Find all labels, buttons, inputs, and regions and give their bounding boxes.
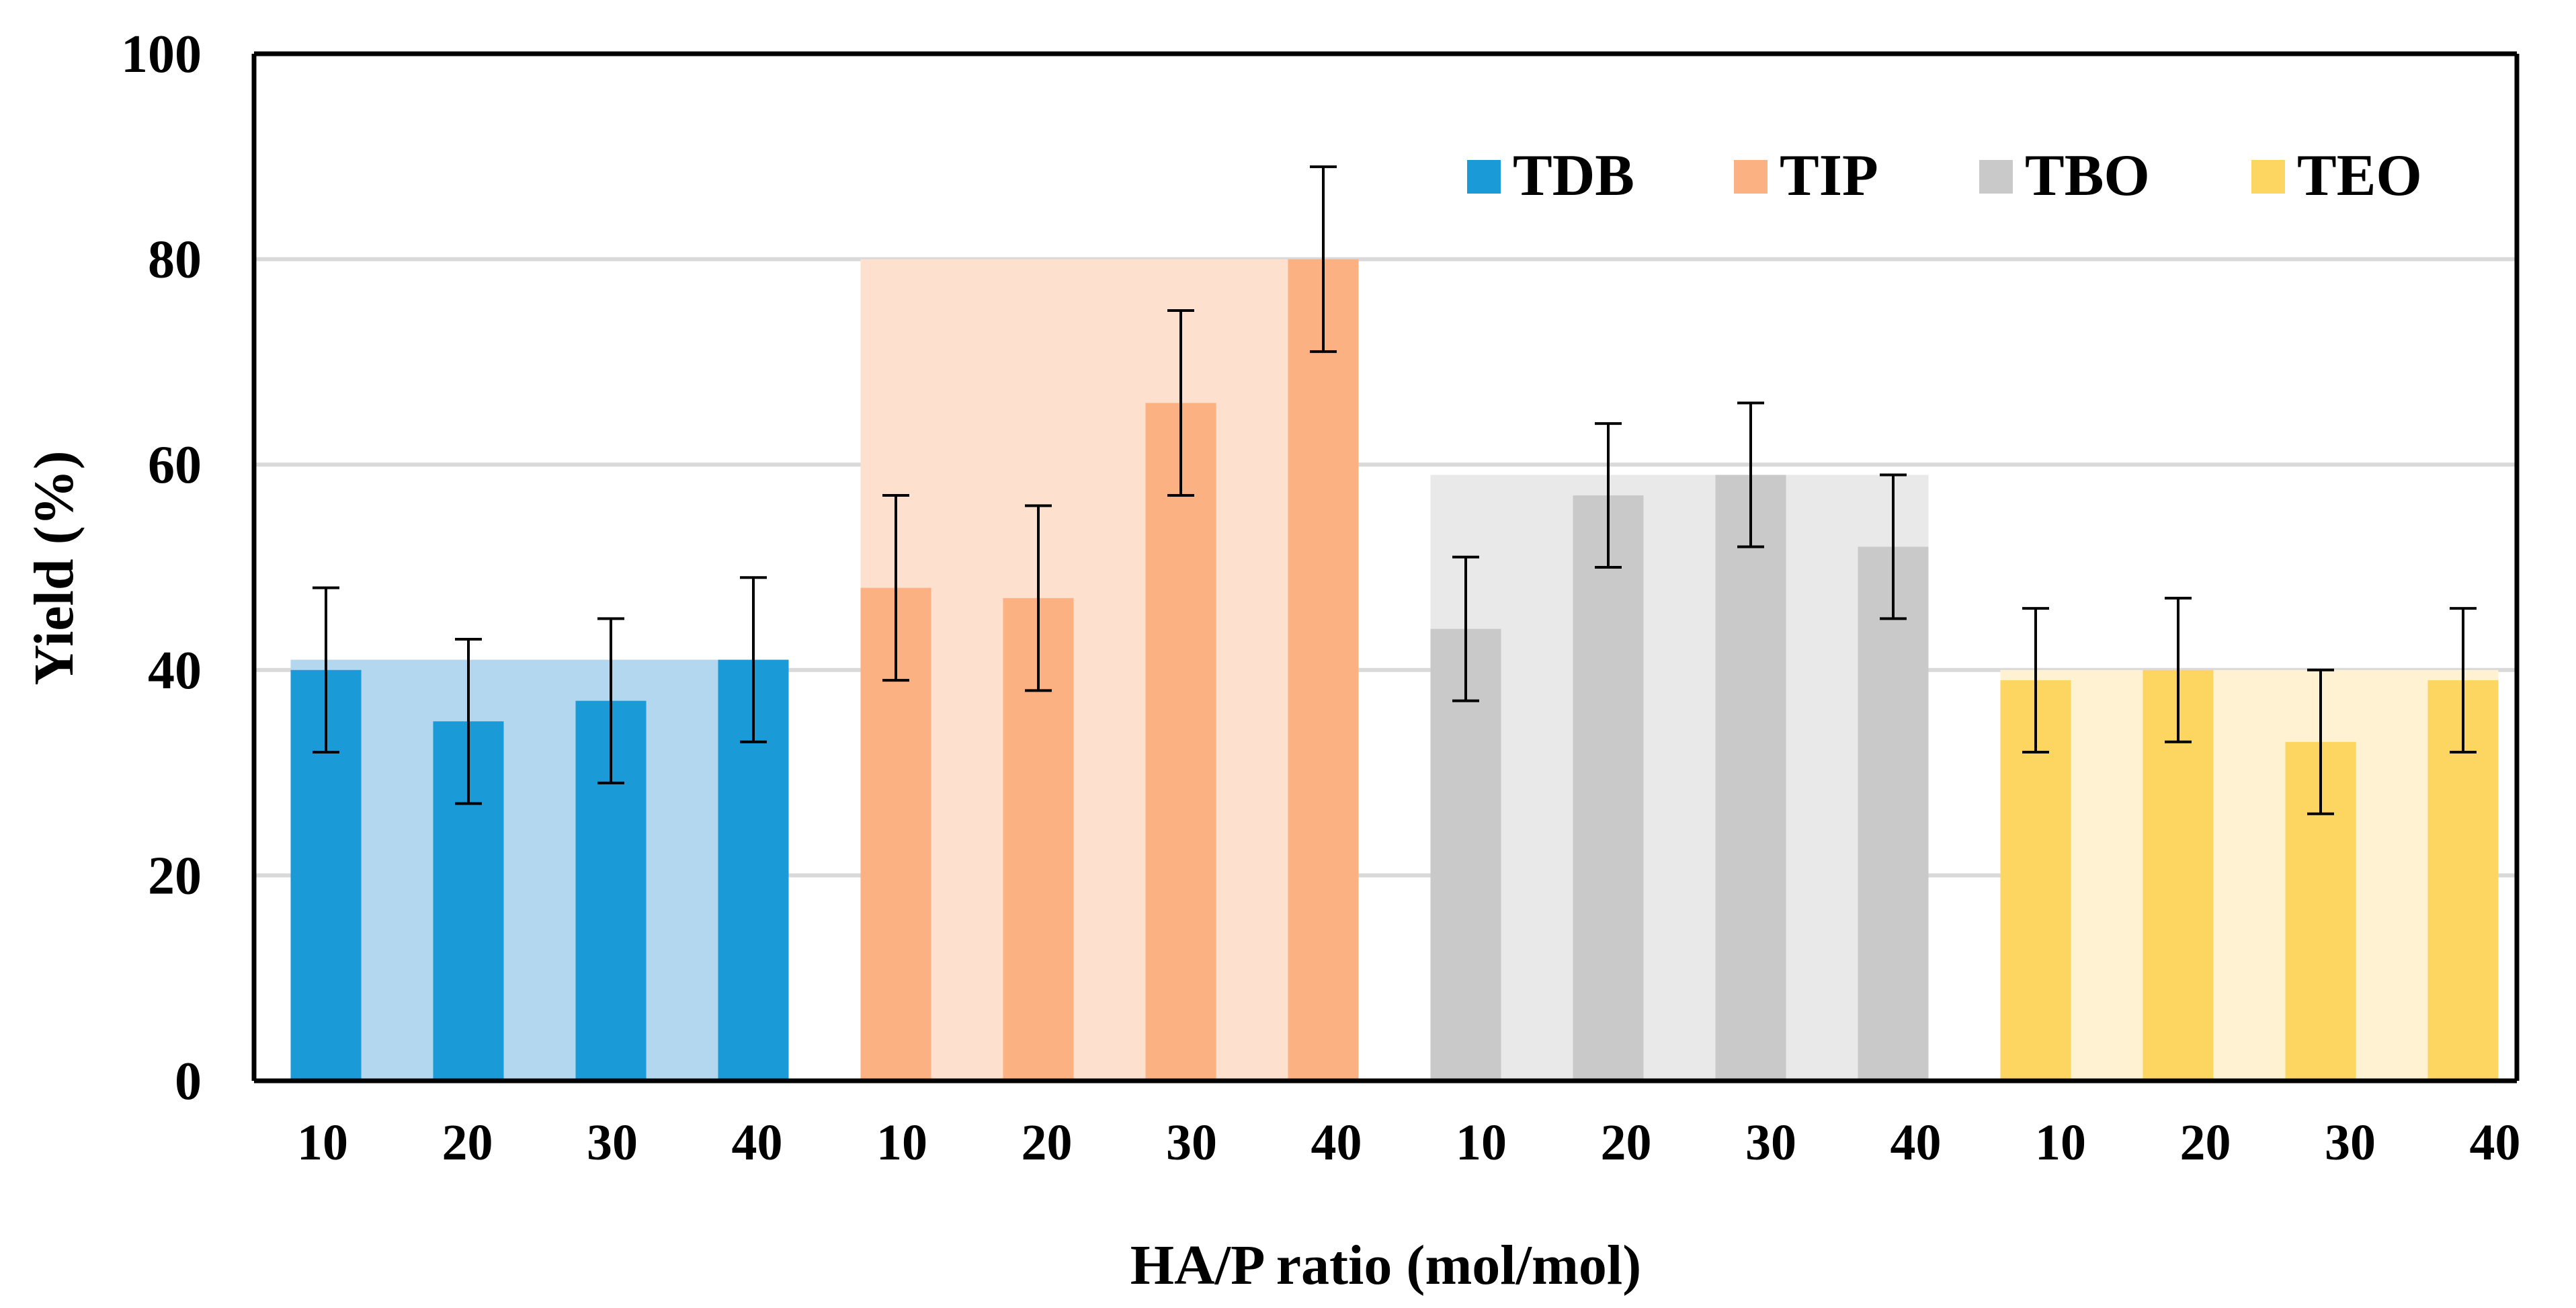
group-backgrounds — [290, 259, 2499, 1081]
y-tick-label-0: 0 — [175, 1052, 202, 1111]
legend-item-tdb: TDB — [1467, 143, 1634, 208]
legend-label-tbo: TBO — [2025, 143, 2150, 208]
x-tick-label: 30 — [587, 1114, 638, 1171]
bar-tbo-10 — [1430, 628, 1501, 1081]
legend-item-tbo: TBO — [1979, 143, 2150, 208]
legend-swatch-tdb — [1467, 160, 1501, 194]
x-tick-label: 10 — [1456, 1114, 1507, 1171]
bars — [290, 259, 2499, 1081]
legend-label-tip: TIP — [1780, 143, 1878, 208]
y-tick-labels: 0 20 40 60 80 100 — [121, 25, 202, 1111]
x-tick-label: 40 — [1311, 1114, 1362, 1171]
y-tick-label-40: 40 — [148, 641, 202, 700]
bar-tbo-30 — [1715, 475, 1786, 1081]
legend-item-tip: TIP — [1734, 143, 1878, 208]
x-axis-title: HA/P ratio (mol/mol) — [1130, 1234, 1642, 1297]
error-bar-teo-20 — [2165, 596, 2192, 743]
legend-swatch-teo — [2251, 160, 2285, 194]
legend-label-tdb: TDB — [1513, 143, 1634, 208]
error-bar-tbo-30 — [1737, 401, 1764, 548]
x-tick-label: 30 — [1745, 1114, 1796, 1171]
bar-tbo-20 — [1573, 495, 1644, 1081]
x-tick-label: 10 — [297, 1114, 348, 1171]
x-tick-label: 30 — [1166, 1114, 1217, 1171]
legend-swatch-tip — [1734, 160, 1768, 194]
error-bar-teo-40 — [2450, 607, 2477, 754]
error-bar-tbo-20 — [1595, 422, 1622, 569]
group-background-tbo — [1430, 475, 1929, 1081]
x-tick-label: 30 — [2325, 1114, 2376, 1171]
x-tick-label: 10 — [876, 1114, 927, 1171]
error-bar-tdb-10 — [313, 586, 339, 754]
error-bar-tdb-40 — [740, 576, 767, 743]
x-tick-label: 20 — [1601, 1114, 1652, 1171]
group-background-tdb — [290, 659, 789, 1081]
group-background-tip — [860, 259, 1359, 1081]
x-tick-label: 40 — [2470, 1114, 2521, 1171]
x-tick-label: 20 — [1022, 1114, 1073, 1171]
error-bar-tdb-30 — [597, 617, 624, 784]
legend-label-teo: TEO — [2297, 143, 2422, 208]
group-background-teo — [2000, 669, 2499, 1081]
error-bar-tip-20 — [1025, 504, 1052, 692]
y-tick-label-60: 60 — [148, 436, 202, 495]
y-tick-label-100: 100 — [121, 25, 202, 84]
error-bar-tbo-10 — [1452, 555, 1479, 702]
x-tick-label: 10 — [2035, 1114, 2086, 1171]
x-tick-labels: 10 20 30 40 10 20 30 40 10 20 30 40 10 20 30 40 — [297, 1114, 2521, 1171]
axes — [251, 51, 2520, 1084]
error-bar-teo-30 — [2307, 668, 2334, 815]
error-bar-tip-10 — [882, 494, 909, 682]
bar-tip-30 — [1145, 403, 1216, 1081]
error-bar-tbo-40 — [1880, 473, 1907, 620]
bar-tbo-40 — [1858, 546, 1929, 1081]
x-tick-label: 40 — [732, 1114, 783, 1171]
error-bar-teo-10 — [2022, 607, 2049, 754]
error-bars — [313, 165, 2477, 815]
error-bar-tip-30 — [1167, 309, 1194, 497]
x-tick-label: 20 — [2180, 1114, 2231, 1171]
x-tick-label: 40 — [1891, 1114, 1942, 1171]
legend-swatch-tbo — [1979, 160, 2013, 194]
error-bar-tip-40 — [1310, 165, 1337, 354]
bar-tip-40 — [1288, 259, 1359, 1081]
y-tick-label-20: 20 — [148, 846, 202, 905]
y-axis-title: Yield (%) — [23, 450, 85, 685]
y-tick-label-80: 80 — [148, 231, 202, 290]
legend-item-teo: TEO — [2251, 143, 2422, 208]
error-bar-tdb-20 — [455, 637, 482, 805]
x-tick-label: 20 — [442, 1114, 493, 1171]
legend: TDB TIP TBO TEO — [1467, 143, 2422, 208]
